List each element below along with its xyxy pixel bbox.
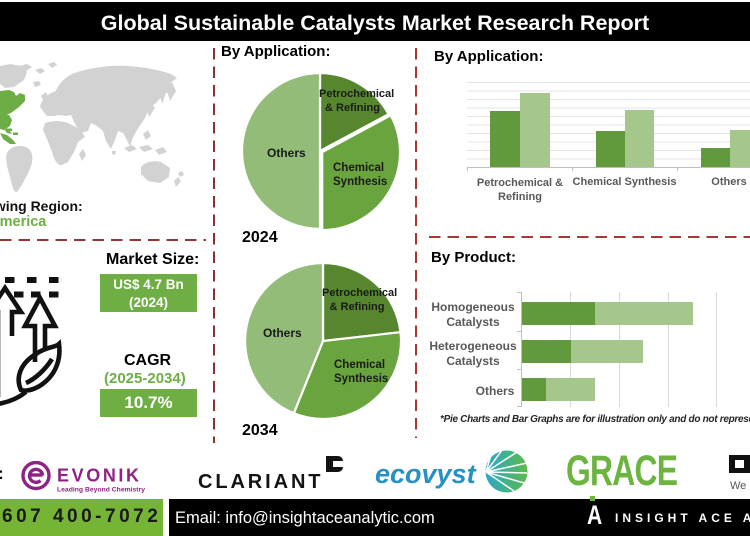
svg-text:Leading Beyond Chemistry: Leading Beyond Chemistry [57,487,145,494]
svg-text:EVONIK: EVONIK [57,466,142,486]
